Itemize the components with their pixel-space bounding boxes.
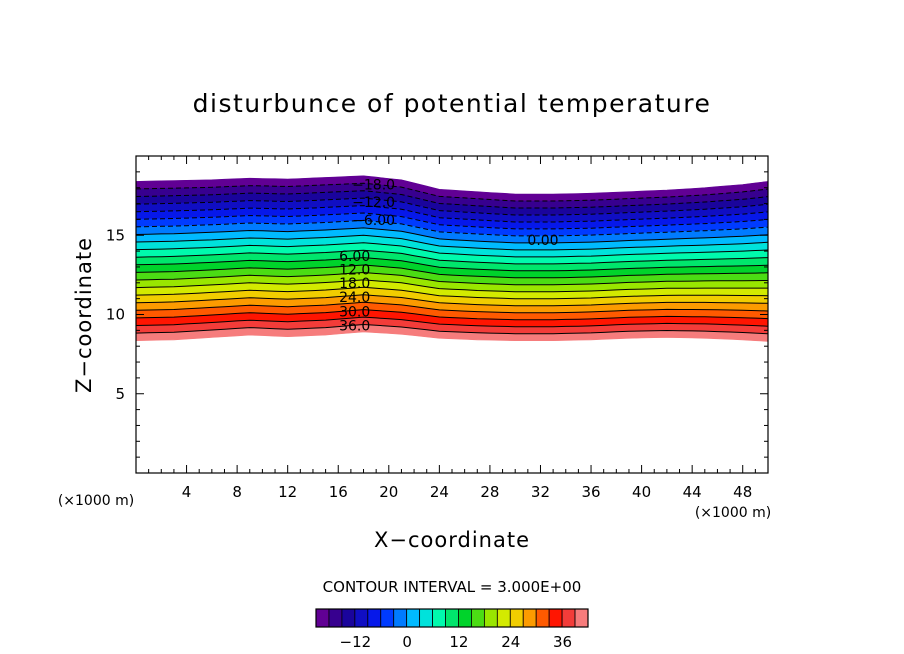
colorbar-cell bbox=[419, 608, 433, 628]
colorbar-cell bbox=[393, 608, 408, 628]
colorbar-cell bbox=[445, 608, 459, 628]
y-axis-label: Z−coordinate bbox=[72, 237, 96, 393]
contour-label: 24.0 bbox=[339, 290, 370, 306]
contour-line-negative bbox=[136, 182, 768, 202]
contour-label: 18.0 bbox=[339, 276, 370, 292]
contour-label: 6.00 bbox=[339, 249, 370, 265]
contour-line bbox=[136, 301, 768, 314]
x-tick-label: 20 bbox=[379, 483, 398, 501]
contour-line bbox=[136, 271, 768, 286]
colorbar-cell bbox=[315, 608, 330, 628]
colorbar-tick-label: 24 bbox=[501, 633, 520, 651]
x-tick-label: 4 bbox=[182, 483, 192, 501]
x-tick-label: 48 bbox=[733, 483, 752, 501]
colorbar-cell bbox=[380, 608, 395, 628]
x-tick-label: 28 bbox=[480, 483, 499, 501]
contour-line bbox=[136, 249, 768, 265]
contour-labels: −18.0−12.0 −6.00 0.00 6.0012.018.024.030.03… bbox=[339, 178, 559, 335]
contour-line bbox=[136, 286, 768, 300]
x-tick-label: 8 bbox=[232, 483, 242, 501]
colorbar-tick-label: 36 bbox=[553, 633, 572, 651]
contour-line-negative bbox=[136, 190, 768, 209]
x-axis-label: X−coordinate bbox=[374, 528, 530, 552]
contour-label: 36.0 bbox=[339, 319, 370, 335]
contour-line bbox=[136, 257, 768, 272]
contour-label: −18.0 bbox=[352, 178, 395, 194]
contour-interval-text: CONTOUR INTERVAL = 3.000E+00 bbox=[323, 578, 582, 596]
colorbar-tick-label: 12 bbox=[449, 633, 468, 651]
contour-line bbox=[136, 279, 768, 293]
contour-line bbox=[136, 294, 768, 307]
colorbar-cell bbox=[483, 608, 498, 628]
colorbar-cell bbox=[471, 608, 485, 628]
colorbar-cell bbox=[406, 608, 421, 628]
contour-line-negative bbox=[136, 219, 768, 237]
colorbar-cell bbox=[561, 608, 576, 628]
x-tick-label: 16 bbox=[329, 483, 348, 501]
x-tick-label: 24 bbox=[430, 483, 449, 501]
plot-area bbox=[136, 175, 768, 342]
contour-line bbox=[136, 316, 768, 328]
colorbar-cell bbox=[522, 608, 537, 628]
x-tick-label: 32 bbox=[531, 483, 550, 501]
x-tick-label: 12 bbox=[278, 483, 297, 501]
x-unit-label: (×1000 m) bbox=[695, 505, 771, 521]
colorbar-cell bbox=[341, 608, 356, 628]
chart-title: disturbunce of potential temperature bbox=[193, 89, 712, 118]
colorbar-cell bbox=[458, 608, 472, 628]
contour-label: 12.0 bbox=[339, 262, 370, 278]
contour-label: −12.0 bbox=[352, 195, 395, 211]
y-tick-label: 5 bbox=[115, 385, 125, 403]
colorbar: −12 0 12 24 36 bbox=[315, 608, 589, 651]
colorbar-cell bbox=[432, 608, 446, 628]
colorbar-tick-label: 0 bbox=[402, 633, 412, 651]
contour-line-negative bbox=[136, 212, 768, 230]
colorbar-cell bbox=[354, 608, 369, 628]
colorbar-tick-label: −12 bbox=[340, 633, 372, 651]
contour-lines bbox=[136, 182, 768, 335]
contour-line bbox=[136, 323, 768, 335]
y-tick-label: 15 bbox=[106, 226, 125, 244]
contour-label: −6.00 bbox=[352, 213, 395, 229]
colorbar-frame bbox=[315, 608, 589, 628]
colorbar-cell bbox=[548, 608, 563, 628]
colorbar-cell bbox=[535, 608, 550, 628]
contour-line bbox=[136, 242, 768, 258]
contour-line bbox=[136, 234, 768, 251]
colorbar-cell bbox=[574, 608, 589, 628]
colorbar-cell bbox=[328, 608, 343, 628]
x-tick-label: 36 bbox=[581, 483, 600, 501]
contour-line-negative bbox=[136, 205, 768, 223]
colorbar-cell bbox=[496, 608, 511, 628]
contour-line bbox=[136, 264, 768, 279]
contour-line-negative bbox=[136, 197, 768, 216]
contour-label: 0.00 bbox=[527, 233, 558, 249]
x-tick-label: 40 bbox=[632, 483, 651, 501]
contour-line bbox=[136, 227, 768, 244]
x-tick-label: 44 bbox=[683, 483, 702, 501]
colorbar-cell bbox=[367, 608, 382, 628]
colorbar-cell bbox=[509, 608, 524, 628]
contour-label: 30.0 bbox=[339, 304, 370, 320]
y-unit-label: (×1000 m) bbox=[58, 493, 134, 509]
contour-line bbox=[136, 309, 768, 321]
y-tick-label: 10 bbox=[106, 306, 125, 324]
